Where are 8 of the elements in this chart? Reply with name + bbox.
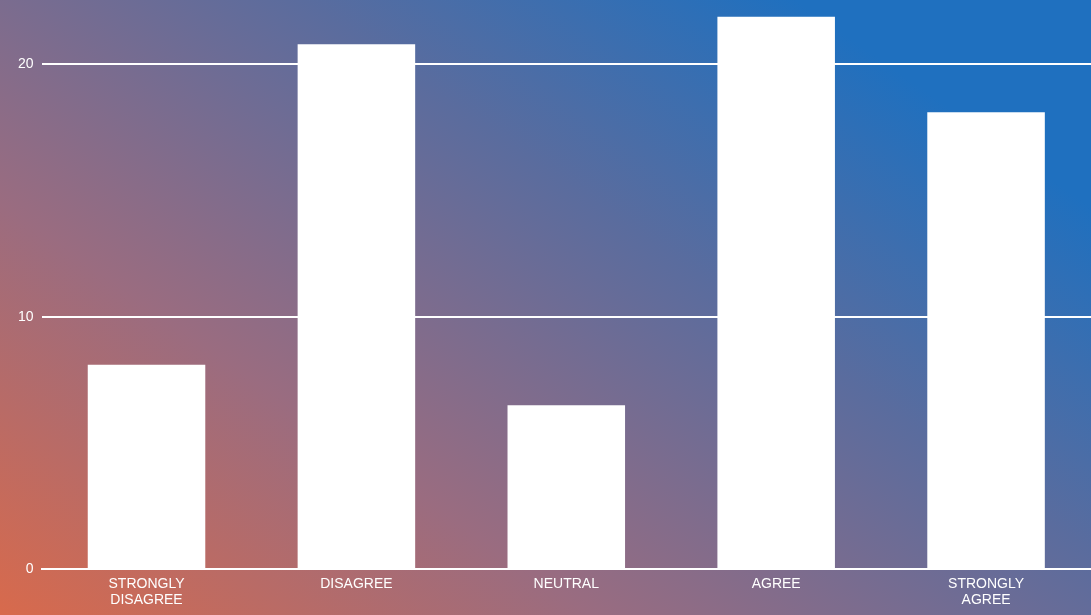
y-tick-label: 20 (17, 55, 34, 72)
y-tick-label: 0 (25, 560, 34, 577)
x-tick-label: DISAGREE (320, 574, 393, 591)
x-tick-label: STRONGLY AGREE (948, 574, 1025, 608)
x-tick-label: AGREE (751, 574, 801, 591)
y-tick-label: 10 (17, 307, 34, 324)
x-tick-label: NEUTRAL (533, 574, 600, 591)
x-tick-label: STRONGLY DISAGREE (108, 574, 186, 608)
